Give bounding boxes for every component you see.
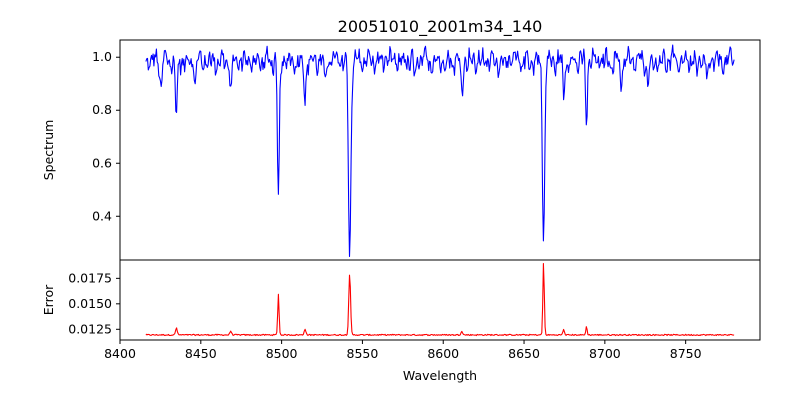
error-series-line <box>145 262 735 337</box>
spectrum-y-ticks: 0.4 0.6 0.8 1.0 <box>92 49 120 223</box>
spectrum-y-tick-label: 1.0 <box>92 49 112 64</box>
chart-title: 20051010_2001m34_140 <box>338 17 543 37</box>
x-tick-label: 8450 <box>185 346 217 361</box>
error-axes-frame <box>119 259 761 341</box>
error-y-tick-label: 0.0150 <box>68 296 112 311</box>
spectrum-series-line <box>145 44 735 258</box>
error-y-tick-label: 0.0175 <box>68 270 112 285</box>
x-tick-label: 8550 <box>347 346 379 361</box>
spectrum-y-tick-label: 0.6 <box>92 155 112 170</box>
x-axis-label: Wavelength <box>403 368 477 383</box>
x-tick-label: 8500 <box>266 346 298 361</box>
x-tick-label: 8600 <box>427 346 459 361</box>
x-tick-label: 8400 <box>104 346 136 361</box>
x-tick-label: 8700 <box>589 346 621 361</box>
x-axis-ticks: 8400 8450 8500 8550 8600 8650 8700 8750 <box>104 340 702 361</box>
spectrum-y-tick-label: 0.4 <box>92 208 112 223</box>
x-tick-label: 8650 <box>508 346 540 361</box>
error-y-ticks: 0.0125 0.0150 0.0175 <box>68 270 120 336</box>
error-y-axis-label: Error <box>41 284 56 315</box>
spectrum-y-axis-label: Spectrum <box>41 120 56 181</box>
error-y-tick-label: 0.0125 <box>68 321 112 336</box>
x-tick-label: 8750 <box>670 346 702 361</box>
spectrum-y-tick-label: 0.8 <box>92 102 112 117</box>
